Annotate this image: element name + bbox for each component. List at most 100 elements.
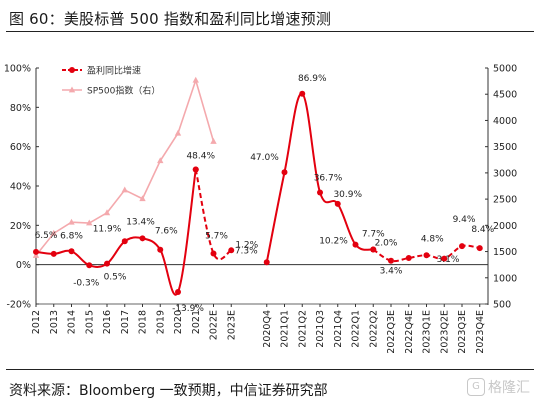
x-tick-label: 2023Q2E bbox=[439, 310, 450, 354]
data-label: 6.5% bbox=[35, 231, 58, 241]
growth-point bbox=[405, 254, 412, 261]
source-rule bbox=[6, 369, 534, 370]
series-sp500-index bbox=[32, 76, 217, 258]
sp500-point bbox=[157, 157, 164, 164]
data-label: 7.7% bbox=[362, 230, 385, 240]
growth-point bbox=[352, 241, 359, 248]
right-tick-label: 1000 bbox=[493, 273, 517, 284]
x-tick-label: 2014 bbox=[67, 310, 78, 334]
data-label: 7.3% bbox=[235, 246, 258, 256]
legend-index-label: SP500指数（右） bbox=[87, 85, 160, 97]
title-rule bbox=[6, 31, 534, 32]
chart: -20% 0% 20% 40% 60% 80% 100% 500 1000 1500 2000 25… bbox=[4, 64, 517, 354]
right-tick-label: 4500 bbox=[493, 90, 517, 101]
x-tick-label: 2017 bbox=[120, 310, 131, 334]
x-tick-label: 2022Q3E bbox=[386, 310, 397, 354]
left-tick-label: 0% bbox=[16, 260, 31, 271]
x-tick-label: 2023E bbox=[226, 310, 237, 340]
growth-point bbox=[459, 243, 465, 250]
data-label: 3.4% bbox=[380, 267, 403, 277]
growth-line-forecast bbox=[194, 169, 232, 261]
legend-index-marker bbox=[68, 86, 76, 93]
x-tick-label: 2019 bbox=[155, 310, 166, 334]
x-tick-label: 2020Q4 bbox=[262, 310, 273, 348]
sp500-point bbox=[192, 76, 199, 83]
growth-point bbox=[299, 90, 306, 97]
growth-point bbox=[210, 250, 217, 257]
x-tick-label: 2022Q2 bbox=[368, 310, 379, 348]
left-tick-label: -20% bbox=[6, 300, 31, 311]
watermark-text: 格隆汇 bbox=[488, 380, 530, 396]
growth-point bbox=[50, 250, 57, 257]
left-tick-label: 60% bbox=[10, 142, 31, 153]
growth-point bbox=[263, 259, 270, 266]
x-tick-label: 2022E bbox=[209, 310, 220, 340]
x-tick-label: 2023Q4E bbox=[475, 310, 486, 354]
growth-point bbox=[370, 246, 377, 253]
sp500-point bbox=[174, 129, 182, 136]
data-labels: 6.5% 6.8% -0.3% 11.9% 0.5% 13.4%7.6% -13.9% 48.… bbox=[35, 74, 495, 314]
data-label: 5.7% bbox=[205, 231, 228, 241]
growth-point bbox=[157, 246, 164, 253]
left-tick-label: 20% bbox=[10, 221, 31, 232]
figure-title: 图 60：美股标普 500 指数和盈利同比增速预测 bbox=[9, 10, 332, 28]
data-label: 8.4% bbox=[471, 225, 494, 235]
right-tick-label: 2500 bbox=[493, 195, 517, 206]
sp500-line bbox=[35, 77, 215, 256]
growth-point bbox=[441, 255, 448, 262]
x-tick-label: 2022Q4E bbox=[404, 310, 415, 354]
left-axis-ticks: -20% 0% 20% 40% 60% 80% 100% bbox=[4, 64, 39, 311]
data-label: 4.8% bbox=[421, 235, 444, 245]
data-label: -13.9% bbox=[172, 304, 204, 314]
series-earnings-growth bbox=[33, 90, 483, 296]
left-tick-label: 80% bbox=[10, 103, 31, 114]
legend-growth-marker bbox=[69, 67, 75, 73]
x-tick-label: 2021 bbox=[191, 310, 202, 334]
right-axis-ticks: 500 1000 1500 2000 2500 3000 3500 4000 4500 5000 bbox=[485, 64, 517, 311]
growth-point bbox=[281, 169, 288, 176]
source-note: 资料来源：Bloomberg 一致预期，中信证券研究部 bbox=[9, 383, 328, 399]
data-label: 3.1% bbox=[437, 255, 460, 265]
x-tick-label: 2018 bbox=[138, 310, 149, 334]
sp500-point bbox=[68, 218, 75, 225]
data-label: 48.4% bbox=[186, 151, 215, 161]
legend-growth-label: 盈利同比增速 bbox=[87, 65, 141, 77]
growth-point bbox=[192, 166, 199, 173]
sp500-point bbox=[121, 186, 128, 193]
growth-point bbox=[317, 189, 323, 196]
growth-point bbox=[86, 262, 93, 269]
data-label: 9.4% bbox=[453, 215, 476, 225]
left-tick-label: 40% bbox=[10, 182, 31, 193]
data-label: 10.2% bbox=[319, 237, 348, 247]
data-label: -0.3% bbox=[73, 278, 100, 288]
growth-point bbox=[175, 289, 181, 296]
x-tick-label: 2021Q4 bbox=[333, 310, 344, 348]
growth-point bbox=[139, 235, 146, 242]
growth-point bbox=[228, 247, 235, 254]
x-tick-label: 2021Q1 bbox=[280, 310, 291, 348]
x-tick-label: 2021Q2 bbox=[297, 310, 308, 348]
right-tick-label: 3000 bbox=[493, 168, 517, 179]
growth-point bbox=[121, 238, 128, 245]
axes bbox=[35, 68, 489, 305]
growth-point bbox=[68, 248, 75, 255]
data-label: 86.9% bbox=[298, 74, 327, 84]
data-label: 2.0% bbox=[375, 239, 398, 249]
right-tick-label: 4000 bbox=[493, 116, 517, 127]
sp500-point bbox=[139, 195, 146, 202]
data-label: 11.9% bbox=[93, 225, 122, 235]
right-tick-label: 500 bbox=[493, 300, 511, 311]
growth-point bbox=[334, 200, 341, 207]
sp500-point bbox=[103, 209, 111, 216]
data-label: 13.4% bbox=[126, 217, 155, 227]
legend: 盈利同比增速 SP500指数（右） bbox=[62, 65, 160, 97]
left-tick-label: 100% bbox=[4, 64, 31, 75]
right-tick-label: 3500 bbox=[493, 142, 517, 153]
x-tick-label: 2023Q3E bbox=[457, 310, 468, 354]
x-tick-label: 2015 bbox=[84, 310, 95, 334]
sp500-point bbox=[50, 229, 57, 236]
x-tick-label: 2012 bbox=[31, 310, 42, 334]
x-tick-label: 2021Q3 bbox=[315, 310, 326, 348]
growth-point bbox=[476, 245, 483, 252]
sp500-point bbox=[210, 137, 217, 144]
